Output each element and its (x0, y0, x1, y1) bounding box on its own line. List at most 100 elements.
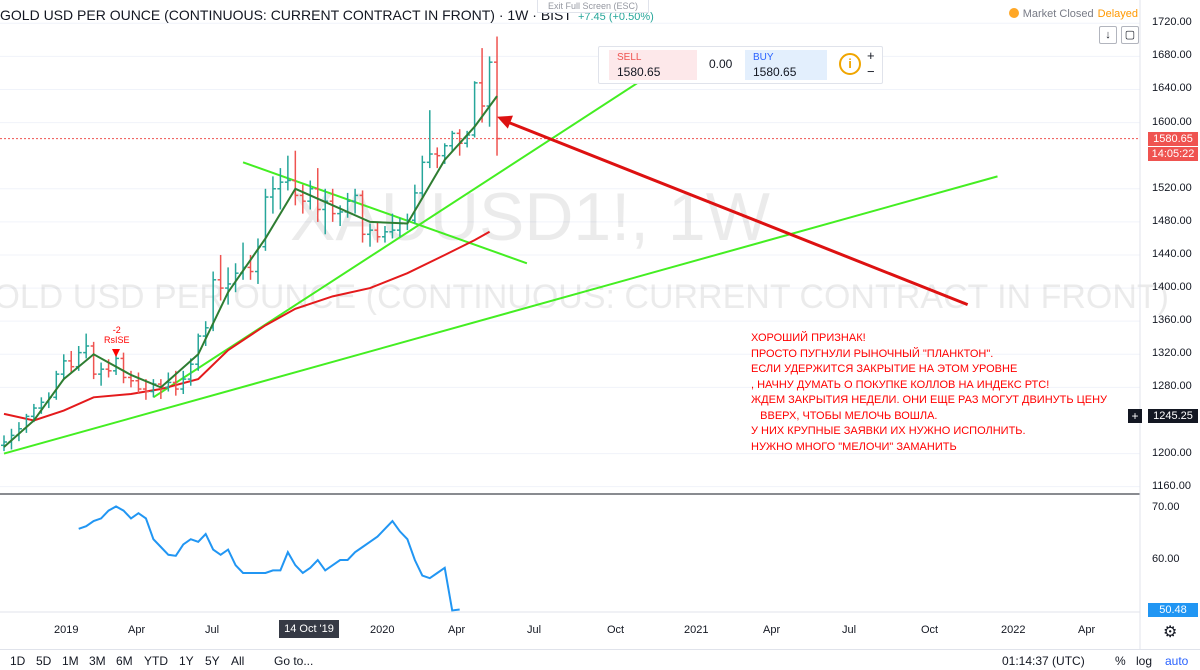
crosshair-price-tag: 1245.25 (1148, 409, 1198, 424)
arrow-down-icon[interactable]: ↓ (1099, 26, 1117, 44)
spread-value: 0.00 (709, 57, 733, 71)
plus-icon[interactable]: + (867, 48, 875, 63)
chart-header: GOLD USD PER OUNCE (CONTINUOUS: CURRENT … (0, 0, 654, 30)
price-bar (352, 188, 359, 214)
crosshair-plus-icon[interactable]: + (1128, 409, 1142, 423)
rsi-marker-arrow (112, 349, 120, 357)
utc-clock[interactable]: 01:14:37 (UTC) (1002, 654, 1085, 668)
price-bar (381, 226, 388, 243)
price-bar (277, 168, 284, 210)
exit-full-screen-hint[interactable]: Exit Full Screen (ESC) (537, 0, 649, 13)
auto-toggle[interactable]: auto (1165, 654, 1189, 668)
price-bar (150, 379, 157, 398)
price-axis-label: 1720.00 (1152, 16, 1192, 29)
price-axis-label: 1200.00 (1152, 446, 1192, 459)
price-axis-label: 1440.00 (1152, 247, 1192, 260)
percent-toggle[interactable]: % (1115, 654, 1126, 668)
trendline (3, 175, 998, 455)
price-axis-label: 1640.00 (1152, 82, 1192, 95)
price-bar (367, 223, 374, 247)
time-axis-label: Jul (205, 624, 220, 636)
price-bar (449, 130, 456, 152)
range-5y[interactable]: 5Y (205, 654, 220, 668)
goto-date-button[interactable]: Go to... (274, 654, 314, 668)
price-bar (494, 36, 501, 156)
market-status: Market Closed Delayed (1008, 8, 1138, 20)
price-bar (53, 370, 60, 400)
arrow-head (497, 115, 513, 129)
symbol-title[interactable]: GOLD USD PER OUNCE (CONTINUOUS: CURRENT … (0, 7, 572, 23)
crosshair-date-tag: 14 Oct '19 (279, 620, 339, 638)
price-bar (135, 372, 142, 394)
annotation-arrow (497, 115, 969, 307)
trendline (242, 161, 528, 265)
range-1y[interactable]: 1Y (179, 654, 194, 668)
market-closed-icon (1008, 8, 1019, 18)
price-bar (479, 48, 486, 123)
price-change: +7.45 (+0.50%) (577, 11, 654, 23)
price-bar (284, 155, 291, 191)
time-axis-label: 2022 (1001, 624, 1026, 636)
slow-ma-line (3, 230, 491, 422)
indicator-axis-label: 60.00 (1152, 553, 1180, 565)
last-price-tag: 1580.65 (1148, 131, 1198, 146)
price-axis-label: 1680.00 (1152, 49, 1192, 62)
trade-panel: SELL 1580.65 0.00 BUY 1580.65 i + − (598, 46, 883, 84)
price-bar (217, 254, 224, 301)
price-bar (68, 350, 75, 373)
range-1m[interactable]: 1M (62, 654, 79, 668)
price-bar (419, 155, 426, 198)
gear-icon[interactable]: ⚙ (1163, 624, 1178, 641)
arrow-shaft (506, 120, 969, 307)
price-axis-label: 1600.00 (1152, 115, 1192, 128)
price-bar (426, 110, 433, 169)
range-3m[interactable]: 3M (89, 654, 106, 668)
watermark-description: GOLD USD PER OUNCE (CONTINUOUS: CURRENT … (0, 278, 1169, 316)
price-bar (83, 333, 90, 359)
time-axis-label: 2020 (370, 624, 395, 636)
info-icon[interactable]: i (839, 53, 861, 75)
chart-grid (0, 22, 1140, 488)
price-bar (202, 321, 209, 347)
price-bar (269, 176, 276, 214)
price-bar (389, 213, 396, 239)
price-bar (434, 147, 441, 169)
log-toggle[interactable]: log (1136, 654, 1153, 668)
price-bar (359, 190, 366, 243)
price-bar (292, 150, 299, 206)
price-axis-label: 1160.00 (1152, 479, 1191, 492)
time-axis-label: 2021 (684, 624, 709, 636)
slow-ma (3, 230, 491, 422)
price-bar (299, 184, 306, 214)
price-bar (374, 221, 381, 243)
annotation-text[interactable]: ХОРОШИЙ ПРИЗНАК! ПРОСТО ПУГНУЛИ РЫНОЧНЫЙ… (751, 332, 1108, 453)
price-axis-label: 1480.00 (1152, 214, 1192, 227)
price-bar (90, 341, 97, 380)
time-axis-label: Jul (842, 624, 857, 636)
time-axis-label: Oct (607, 624, 625, 636)
price-bar (262, 188, 269, 251)
range-5d[interactable]: 5D (36, 654, 52, 668)
fullscreen-icon[interactable]: ▢ (1121, 26, 1139, 44)
sell-price: 1580.65 (617, 65, 661, 79)
time-axis-label: 2019 (54, 624, 79, 636)
bottom-toolbar: 1D 5D 1M 3M 6M YTD 1Y 5Y All Go to... 01… (0, 649, 1200, 670)
time-axis-label: Apr (448, 624, 466, 636)
sell-button[interactable]: SELL 1580.65 (609, 50, 697, 80)
time-axis-label: Apr (763, 624, 781, 636)
time-axis-label: Apr (128, 624, 146, 636)
price-bar (127, 370, 134, 388)
price-bar (486, 56, 493, 127)
range-all[interactable]: All (231, 654, 245, 668)
buy-button[interactable]: BUY 1580.65 (745, 50, 827, 80)
range-ytd[interactable]: YTD (144, 654, 168, 668)
price-axis-label: 1400.00 (1152, 281, 1192, 294)
price-axis-label: 1520.00 (1152, 181, 1192, 194)
indicator-line (78, 505, 460, 612)
minus-icon[interactable]: − (867, 64, 875, 79)
range-6m[interactable]: 6M (116, 654, 133, 668)
price-bar (225, 267, 232, 305)
indicator-last-tag: 50.48 (1148, 602, 1198, 617)
range-1d[interactable]: 1D (10, 654, 26, 668)
